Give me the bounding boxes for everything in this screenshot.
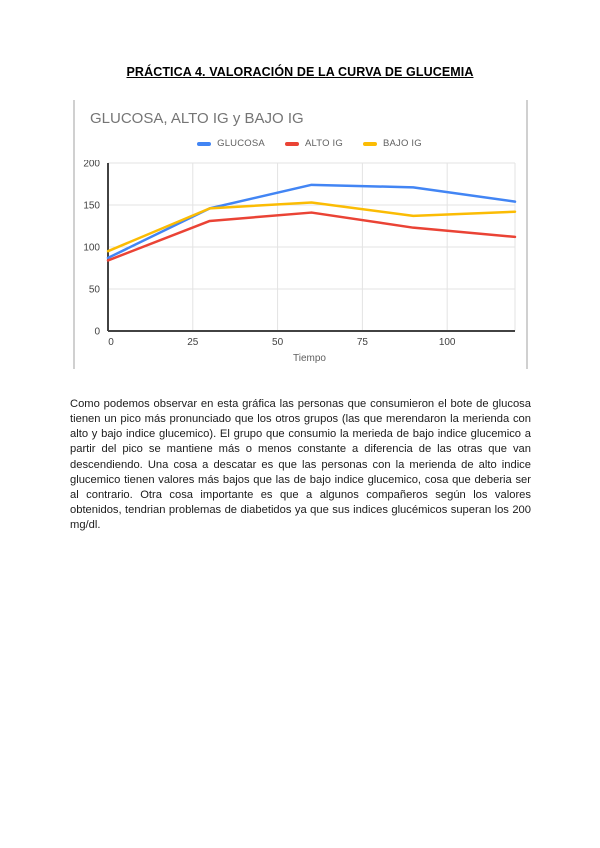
y-tick-label: 50 [89,285,101,296]
x-tick-label: 50 [272,337,284,348]
glucosa-series-swatch-icon [197,141,212,146]
legend-label-alto-ig: ALTO IG [304,138,343,149]
document-title: PRÁCTICA 4. VALORACIÓN DE LA CURVA DE GL… [126,65,474,79]
y-tick-label: 200 [83,160,100,170]
bajo-ig-series-swatch-icon [362,141,377,146]
chart-x-axis-title: Tiempo [293,353,326,364]
glucose-chart-figure: GLUCOSA, ALTO IG y BAJO IG GLUCOSA ALTO … [73,100,528,369]
legend-label-bajo-ig: BAJO IG [382,138,422,149]
legend-item-alto-ig: ALTO IG [284,138,343,149]
x-tick-label: 100 [439,337,456,348]
chart-plot-area: 0 50 100 150 200 0 25 50 75 100 [75,159,530,355]
x-tick-label: 25 [187,337,199,348]
y-tick-label: 100 [83,243,100,254]
y-tick-label: 0 [94,327,100,338]
alto-ig-series-swatch-icon [284,141,299,146]
chart-canvas: 0 50 100 150 200 0 25 50 75 100 [83,159,517,348]
series-line-alto-ig [106,211,517,262]
series-line-bajo-ig [106,201,517,253]
analysis-paragraph: Como podemos observar en esta gráfica la… [70,398,531,531]
legend-label-glucosa: GLUCOSA [217,138,265,149]
chart-legend: GLUCOSA ALTO IG BAJO IG [106,138,513,149]
legend-item-glucosa: GLUCOSA [197,138,265,149]
chart-title: GLUCOSA, ALTO IG y BAJO IG [90,110,304,127]
y-tick-label: 150 [83,201,100,212]
x-tick-label: 75 [357,337,369,348]
series-line-glucosa [106,183,517,260]
x-tick-label: 0 [108,337,114,348]
legend-item-bajo-ig: BAJO IG [362,138,422,149]
